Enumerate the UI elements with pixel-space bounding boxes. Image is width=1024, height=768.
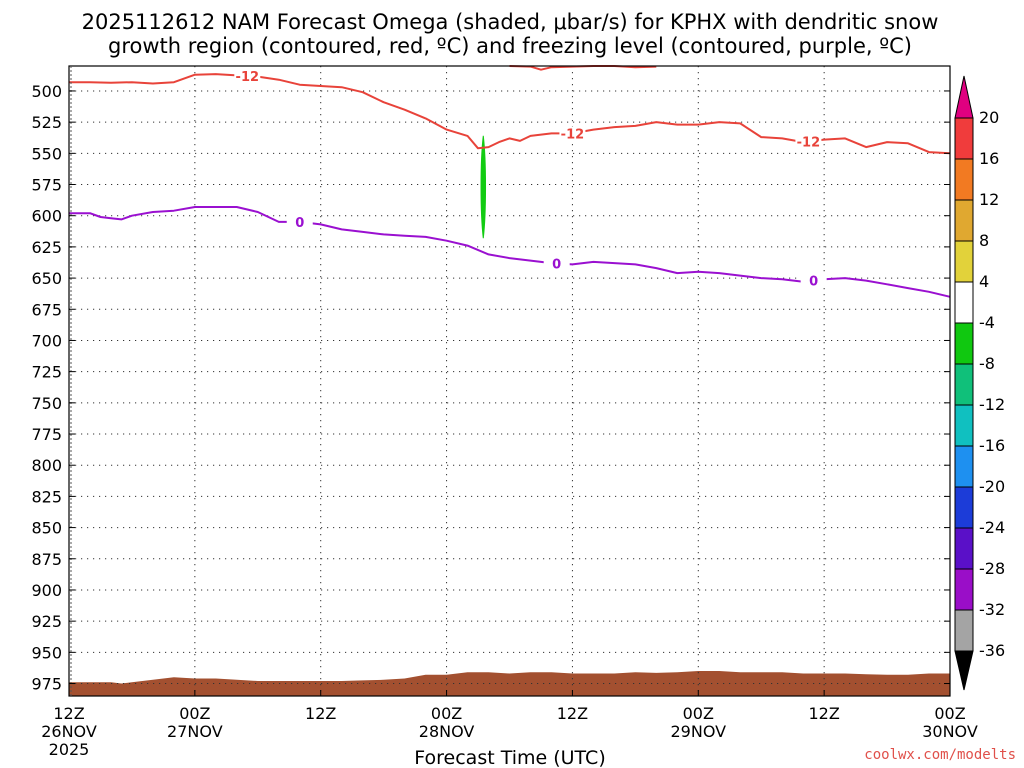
y-tick-925: 925 <box>31 612 62 631</box>
y-tick-800: 800 <box>31 456 62 475</box>
chart-title-line-2: growth region (contoured, red, ºC) and f… <box>108 34 912 58</box>
colorbar-swatch-8 <box>954 445 974 488</box>
y-tick-850: 850 <box>31 519 62 538</box>
colorbar-label-8: -16 <box>979 436 1005 455</box>
x-tick-36-line-1: 28NOV <box>419 722 475 741</box>
y-tick-525: 525 <box>31 113 62 132</box>
colorbar-label-5: -4 <box>979 313 995 332</box>
colorbar-top-arrow <box>954 75 974 119</box>
chart-title-line-1: 2025112612 NAM Forecast Omega (shaded, μ… <box>82 10 939 34</box>
contour-freezing-level-label-bg-0 <box>286 214 313 229</box>
y-axis: 500 525 550 575 600 625 650 675 700 725 750 775 800 8… <box>31 82 950 694</box>
colorbar: 20 16 12 8 4 -4 -8 -12 -16 -20 -24 -28 -32 -36 <box>954 75 1005 691</box>
colorbar-bottom-arrow <box>954 650 974 691</box>
contour-minus12-label-1: -12 <box>561 127 585 142</box>
colorbar-swatch-6 <box>954 363 974 406</box>
colorbar-label-12: -32 <box>979 600 1005 619</box>
y-tick-725: 725 <box>31 363 62 382</box>
colorbar-swatch-10 <box>954 527 974 570</box>
colorbar-swatch-1 <box>954 158 974 201</box>
contour-freezing-level-line <box>69 206 951 298</box>
credit-text: coolwx.com/modelts <box>864 747 1016 763</box>
colorbar-label-1: 16 <box>979 149 999 168</box>
contour-minus12-label-bg-1 <box>559 126 586 141</box>
x-tick-60-line-0: 00Z <box>683 704 714 723</box>
terrain-fill <box>69 671 950 696</box>
x-tick-12-line-0: 00Z <box>179 704 210 723</box>
colorbar-swatch-7 <box>954 404 974 447</box>
colorbar-swatch-4 <box>954 281 974 324</box>
x-tick-72-line-0: 12Z <box>808 704 839 723</box>
omega-shaded-region <box>480 135 487 239</box>
x-tick-0-line-2: 2025 <box>49 740 90 759</box>
contour-freezing-level-label-2: 0 <box>809 275 818 290</box>
y-tick-950: 950 <box>31 643 62 662</box>
colorbar-label-3: 8 <box>979 231 989 250</box>
y-tick-700: 700 <box>31 331 62 350</box>
colorbar-label-4: 4 <box>979 272 989 291</box>
y-tick-750: 750 <box>31 394 62 413</box>
x-tick-60-line-1: 29NOV <box>670 722 726 741</box>
y-tick-650: 650 <box>31 269 62 288</box>
contour-minus12-label-0: -12 <box>236 70 260 85</box>
y-tick-900: 900 <box>31 581 62 600</box>
y-tick-500: 500 <box>31 82 62 101</box>
x-tick-84-line-0: 00Z <box>934 704 965 723</box>
colorbar-label-6: -8 <box>979 354 995 373</box>
y-tick-825: 825 <box>31 487 62 506</box>
colorbar-label-0: 20 <box>979 108 999 127</box>
y-tick-625: 625 <box>31 238 62 257</box>
colorbar-label-2: 12 <box>979 190 999 209</box>
x-tick-36-line-0: 00Z <box>431 704 462 723</box>
contour-freezing-level-label-bg-1 <box>543 256 570 271</box>
plot-frame <box>68 65 951 697</box>
colorbar-label-10: -24 <box>979 518 1005 537</box>
colorbar-swatch-2 <box>954 199 974 242</box>
contour-freezing-level-label-1: 0 <box>552 257 561 272</box>
colorbar-swatch-5 <box>954 322 974 365</box>
contour-minus12-label-bg-2 <box>795 134 822 149</box>
y-tick-675: 675 <box>31 300 62 319</box>
contour-freezing-level-label-bg-2 <box>800 273 827 288</box>
colorbar-swatch-0 <box>954 117 974 160</box>
colorbar-label-13: -36 <box>979 641 1005 660</box>
y-tick-600: 600 <box>31 207 62 226</box>
colorbar-label-9: -20 <box>979 477 1005 496</box>
colorbar-label-7: -12 <box>979 395 1005 414</box>
x-tick-0-line-0: 12Z <box>53 704 84 723</box>
colorbar-swatch-9 <box>954 486 974 529</box>
x-tick-84-line-1: 30NOV <box>922 722 978 741</box>
y-tick-875: 875 <box>31 550 62 569</box>
x-tick-48-line-0: 12Z <box>557 704 588 723</box>
x-axis-title: Forecast Time (UTC) <box>414 747 605 768</box>
y-tick-550: 550 <box>31 144 62 163</box>
y-tick-575: 575 <box>31 176 62 195</box>
x-tick-24-line-0: 12Z <box>305 704 336 723</box>
contour-freezing-level-label-0: 0 <box>295 216 304 231</box>
colorbar-swatch-3 <box>954 240 974 283</box>
colorbar-swatch-11 <box>954 568 974 611</box>
y-tick-775: 775 <box>31 425 62 444</box>
plot-area: -12 -12 -12 0 0 0 <box>68 65 951 697</box>
contour-minus12-label-2: -12 <box>797 135 821 150</box>
contour-minus12-label-bg-0 <box>234 68 261 83</box>
x-tick-0-line-1: 26NOV <box>41 722 97 741</box>
colorbar-label-11: -28 <box>979 559 1005 578</box>
contour-minus12-line <box>69 73 951 155</box>
y-tick-975: 975 <box>31 675 62 694</box>
colorbar-swatch-12 <box>954 609 974 652</box>
x-tick-12-line-1: 27NOV <box>167 722 223 741</box>
